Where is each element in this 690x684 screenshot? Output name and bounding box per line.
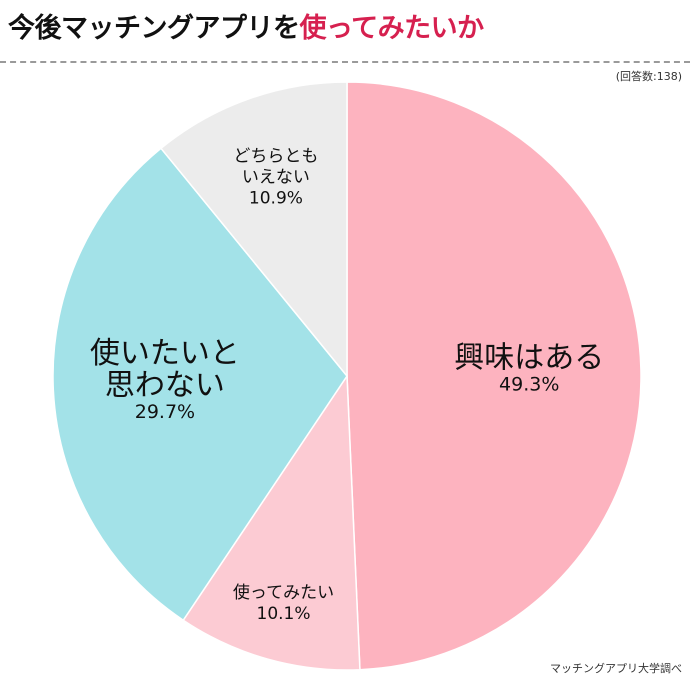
slice-percent-label: 10.9% <box>249 189 303 209</box>
slice-percent-label: 49.3% <box>499 373 559 395</box>
slice-percent-label: 29.7% <box>135 401 195 423</box>
slice-label: 使ってみたい <box>233 582 334 603</box>
slice-label: いえない <box>242 168 310 188</box>
respondent-count: (回答数:138) <box>615 70 682 83</box>
title-main: 今後マッチングアプリを <box>8 13 300 44</box>
title-divider <box>0 61 690 63</box>
slice-label: どちらとも <box>233 147 318 167</box>
pie-slice <box>159 81 348 379</box>
pie-slice <box>182 373 361 671</box>
slice-label: 思わない <box>105 368 225 403</box>
pie-slice <box>346 81 642 671</box>
source-credit: マッチングアプリ大学調べ <box>550 662 682 675</box>
pie-slice <box>52 147 348 622</box>
slice-percent-label: 10.1% <box>257 604 311 624</box>
chart-title: 今後マッチングアプリを使ってみたいか <box>8 6 484 45</box>
slice-label: 使いたいと <box>90 336 240 371</box>
slice-label: 興味はある <box>454 340 604 375</box>
pie-slices <box>52 81 642 671</box>
title-accent: 使ってみたいか <box>299 13 485 44</box>
